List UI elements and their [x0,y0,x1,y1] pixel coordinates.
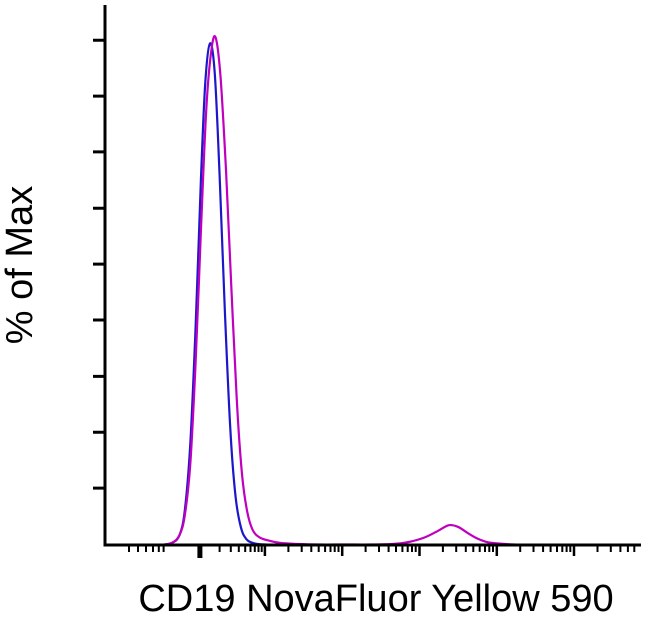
y-axis-ticks [93,38,105,490]
y-axis-label: % of Max [0,186,41,344]
x-axis-label: CD19 NovaFluor Yellow 590 [138,578,613,620]
series-magenta-curve [104,35,638,547]
x-axis-major-ticks [263,546,576,556]
x-axis-minor-ticks [128,546,636,552]
series-blue-curve [104,42,638,547]
axis-lines [103,5,641,547]
series-group [104,35,638,547]
